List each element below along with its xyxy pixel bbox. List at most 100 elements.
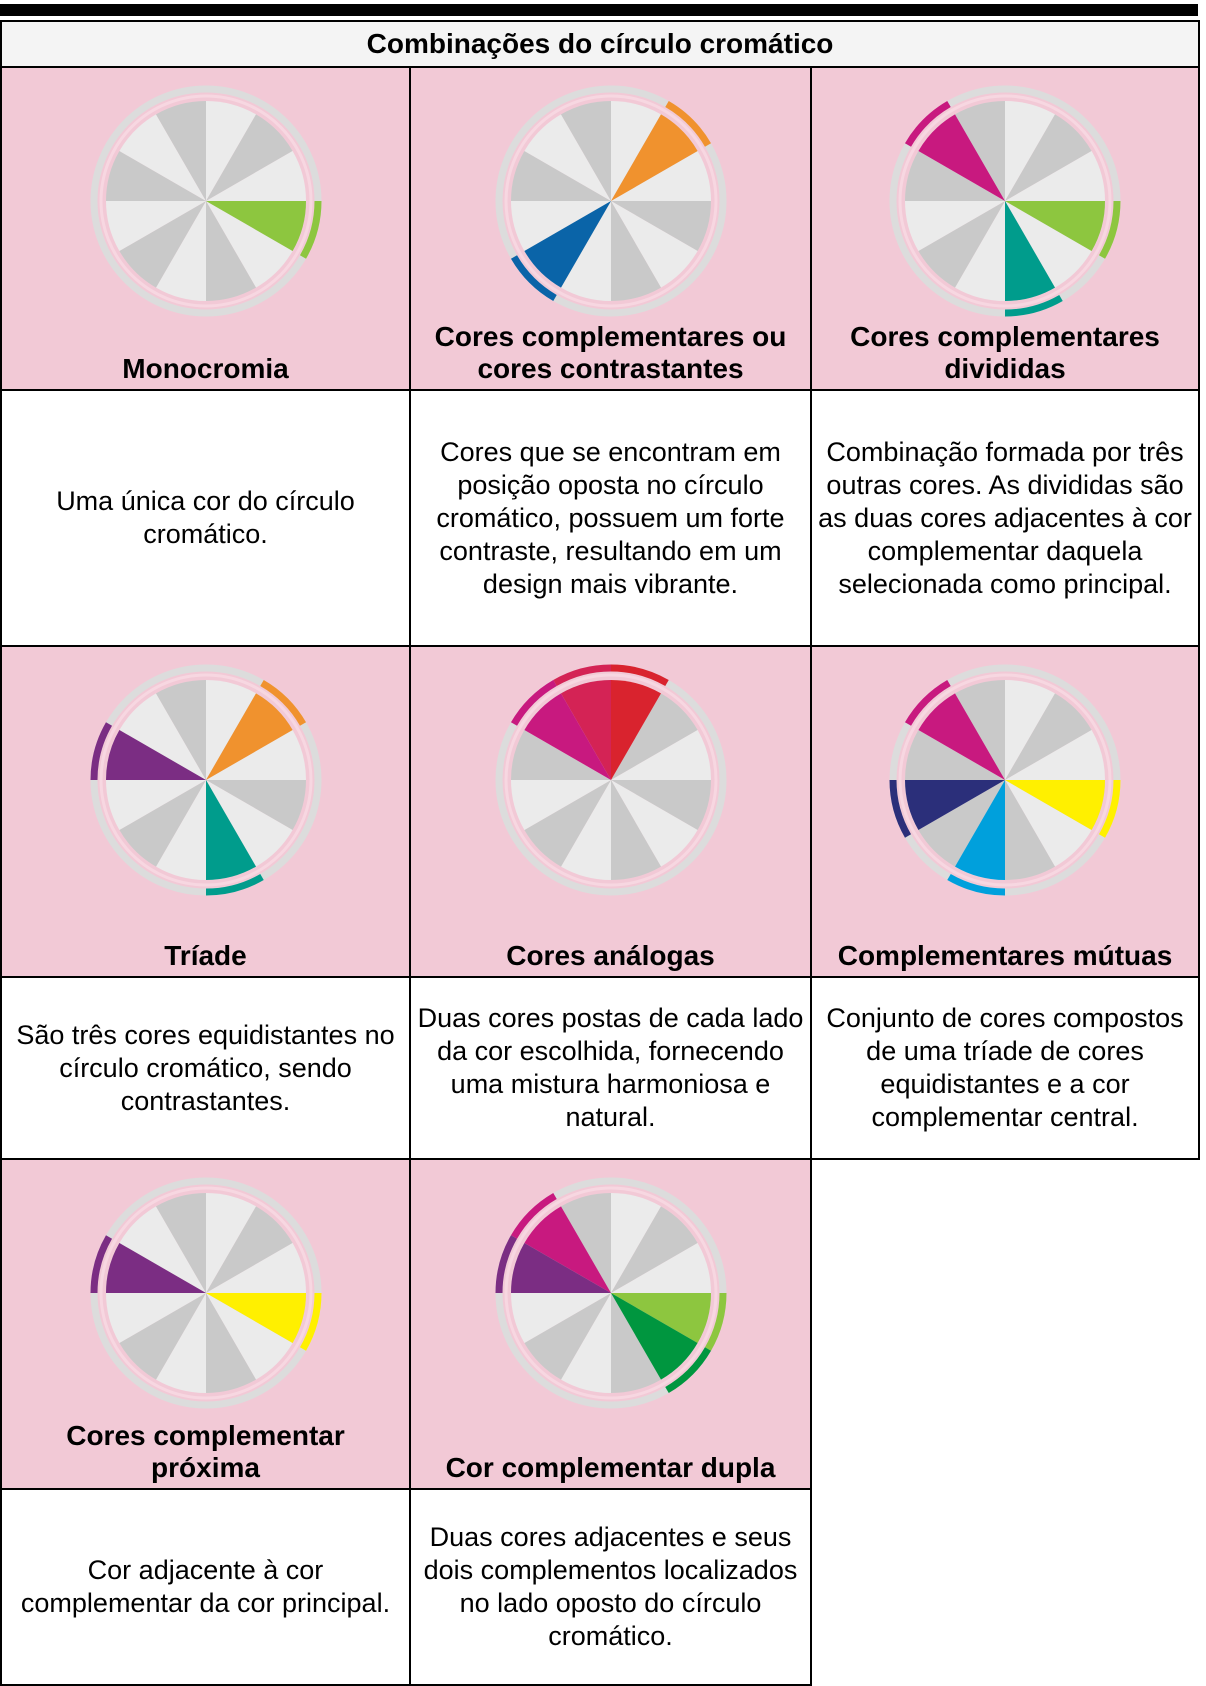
wedge bbox=[1005, 780, 1056, 880]
wedge bbox=[1005, 680, 1056, 780]
top-rule bbox=[0, 4, 1198, 16]
image-cell: Cores complementares divididas bbox=[809, 66, 1201, 391]
wedge bbox=[510, 780, 611, 830]
image-cell: Monocromia bbox=[0, 66, 411, 391]
inner-ring bbox=[504, 673, 717, 887]
color-wedge bbox=[560, 680, 611, 780]
wedge bbox=[610, 730, 711, 780]
wedge bbox=[1005, 101, 1056, 201]
color-arc bbox=[1004, 294, 1063, 317]
wedge bbox=[905, 730, 1006, 780]
wedge bbox=[205, 730, 306, 780]
wedge bbox=[610, 101, 661, 201]
color-wheel bbox=[90, 85, 321, 317]
color-wedge bbox=[955, 780, 1006, 880]
description: Conjunto de cores compostos de uma tríad… bbox=[809, 976, 1201, 1160]
wedge bbox=[155, 1293, 206, 1393]
description: Uma única cor do círculo cromático. bbox=[0, 389, 411, 647]
inner-ring bbox=[99, 1186, 312, 1400]
label: Cores complementares divididas bbox=[850, 321, 1160, 384]
color-wedge bbox=[905, 780, 1006, 830]
wedge bbox=[205, 780, 306, 830]
color-arc bbox=[664, 100, 711, 147]
color-arc bbox=[947, 873, 1006, 896]
color-wedge bbox=[523, 1206, 611, 1293]
color-arc bbox=[510, 1192, 557, 1239]
wedge bbox=[105, 780, 206, 830]
wedge bbox=[155, 780, 206, 880]
color-arc bbox=[1098, 200, 1121, 259]
wedge bbox=[118, 114, 206, 201]
label: Tríade bbox=[164, 940, 247, 971]
color-wedge bbox=[918, 693, 1006, 780]
wedge bbox=[610, 151, 711, 201]
wedge bbox=[610, 201, 698, 288]
wedge bbox=[610, 780, 711, 830]
wedge bbox=[205, 1243, 306, 1293]
description: Cor adjacente à cor complementar da cor … bbox=[0, 1488, 411, 1686]
wedge bbox=[955, 680, 1006, 780]
wedge bbox=[118, 1293, 206, 1380]
color-wheel bbox=[495, 1177, 726, 1409]
color-wheel bbox=[889, 85, 1121, 317]
wedge bbox=[105, 151, 206, 201]
image-cell: Cores análogas bbox=[409, 645, 812, 978]
wedge bbox=[955, 201, 1006, 301]
wedge bbox=[560, 101, 611, 201]
color-wheel bbox=[495, 664, 726, 896]
image-cell: Complementares mútuas bbox=[809, 645, 1201, 978]
wedge bbox=[205, 1293, 293, 1380]
color-wheel bbox=[90, 1177, 321, 1409]
wedge bbox=[918, 780, 1006, 867]
wedge bbox=[205, 201, 293, 288]
color-arc bbox=[889, 779, 912, 838]
wedge bbox=[918, 201, 1006, 288]
color-wedge bbox=[1005, 201, 1056, 301]
wedge bbox=[205, 1206, 293, 1293]
table: Combinações do círculo cromático Monocro… bbox=[0, 20, 1201, 1686]
wedge bbox=[523, 780, 611, 867]
wedge bbox=[118, 201, 206, 288]
wedge bbox=[205, 1293, 256, 1393]
color-arc bbox=[495, 1235, 517, 1294]
wedge bbox=[1005, 114, 1092, 201]
inner-ring bbox=[898, 94, 1112, 308]
label: Cores complementar próxima bbox=[66, 1420, 345, 1483]
wedge bbox=[105, 1293, 206, 1343]
wedge bbox=[560, 1193, 611, 1293]
image-cell: Cores complementar próxima bbox=[0, 1158, 411, 1490]
wedge bbox=[205, 680, 256, 780]
wedge bbox=[610, 693, 698, 780]
color-arc bbox=[904, 100, 951, 147]
label: Cor complementar dupla bbox=[445, 1452, 776, 1483]
wedge bbox=[118, 780, 206, 867]
wedge bbox=[510, 730, 611, 780]
color-arc bbox=[704, 1292, 726, 1351]
wedge bbox=[1005, 780, 1092, 867]
color-wheel bbox=[889, 664, 1121, 896]
wedge bbox=[118, 693, 206, 780]
wedge bbox=[1005, 730, 1106, 780]
color-wedge bbox=[523, 201, 611, 288]
color-arc bbox=[1098, 779, 1121, 838]
color-arc bbox=[510, 255, 557, 302]
wedge bbox=[905, 201, 1006, 251]
color-arc bbox=[299, 200, 321, 259]
wedge bbox=[1005, 151, 1106, 201]
description: Combinação formada por três outras cores… bbox=[809, 389, 1201, 647]
description: Duas cores postas de cada lado da cor es… bbox=[409, 976, 812, 1160]
wedge bbox=[205, 780, 293, 867]
wedge bbox=[205, 151, 306, 201]
description: Duas cores adjacentes e seus dois comple… bbox=[409, 1488, 812, 1686]
color-arc bbox=[299, 1292, 321, 1351]
inner-ring bbox=[504, 1186, 717, 1400]
color-arc bbox=[205, 873, 264, 896]
color-wedge bbox=[205, 1293, 306, 1343]
label: Complementares mútuas bbox=[837, 940, 1173, 971]
table-title: Combinações do círculo cromático bbox=[0, 20, 1201, 68]
color-wedge bbox=[510, 1243, 611, 1293]
wedge bbox=[510, 151, 611, 201]
label: Cores complementares ou cores contrastan… bbox=[434, 321, 787, 384]
image-cell: Cores complementares ou cores contrastan… bbox=[409, 66, 812, 391]
